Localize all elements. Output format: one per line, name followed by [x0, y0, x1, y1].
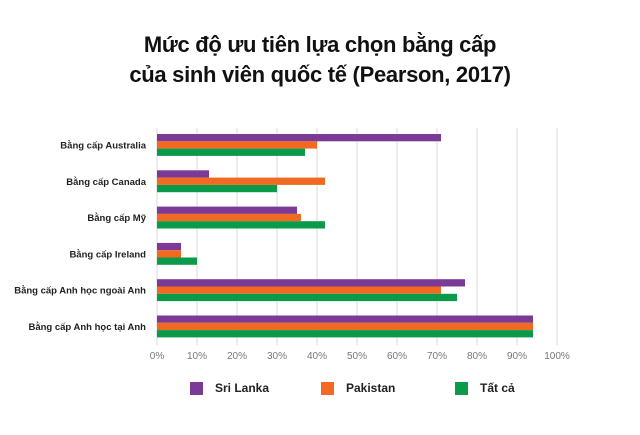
bar-sri-lanka	[157, 279, 465, 287]
bar-sri-lanka	[157, 315, 533, 323]
x-tick-label: 10%	[187, 351, 207, 362]
x-tick-label: 50%	[347, 351, 367, 362]
legend-swatch	[190, 381, 203, 395]
legend-item-tat-ca: Tất cả	[455, 381, 515, 395]
bar-tất-cả	[157, 221, 325, 229]
category-label: Bằng cấp Mỹ	[87, 212, 146, 224]
x-tick-label: 40%	[307, 351, 327, 362]
category-label: Bằng cấp Anh học ngoài Anh	[14, 285, 146, 297]
chart-title-line-1: Mức độ ưu tiên lựa chọn bằng cấp	[143, 32, 497, 57]
bar-pakistan	[157, 213, 301, 222]
category-label: Bằng cấp Australia	[60, 139, 146, 151]
bar-tất-cả	[157, 148, 305, 156]
x-tick-label: 90%	[507, 351, 527, 362]
x-tick-label: 70%	[427, 351, 447, 362]
bar-sri-lanka	[157, 206, 297, 214]
legend-swatch	[321, 381, 334, 395]
x-tick-label: 80%	[467, 351, 487, 362]
bar-pakistan	[157, 141, 317, 149]
category-label: Bằng cấp Ireland	[69, 248, 146, 260]
bar-sri-lanka	[157, 134, 441, 142]
bar-pakistan	[157, 286, 441, 294]
legend-label: Tất cả	[480, 381, 515, 395]
x-tick-label: 100%	[544, 351, 570, 362]
bar-tất-cả	[157, 293, 457, 302]
x-tick-label: 60%	[387, 351, 407, 362]
x-tick-label: 30%	[267, 351, 287, 362]
legend-item-pakistan: Pakistan	[321, 381, 395, 395]
bar-tất-cả	[157, 184, 277, 193]
x-tick-label: 20%	[227, 351, 247, 362]
chart-title-line-2: của sinh viên quốc tế (Pearson, 2017)	[129, 62, 511, 87]
bar-tất-cả	[157, 257, 197, 265]
bar-sri-lanka	[157, 170, 209, 178]
bar-sri-lanka	[157, 242, 181, 251]
bar-pakistan	[157, 177, 325, 185]
legend-label: Pakistan	[346, 381, 396, 395]
legend-item-sri-lanka: Sri Lanka	[190, 381, 269, 395]
category-label: Bằng cấp Anh học tại Anh	[28, 321, 146, 333]
bar-tất-cả	[157, 330, 533, 338]
legend-swatch	[455, 381, 468, 395]
bar-pakistan	[157, 322, 533, 331]
bar-pakistan	[157, 250, 181, 258]
legend-label: Sri Lanka	[215, 381, 270, 395]
category-label: Bằng cấp Canada	[66, 176, 146, 188]
x-tick-label: 0%	[150, 351, 165, 362]
